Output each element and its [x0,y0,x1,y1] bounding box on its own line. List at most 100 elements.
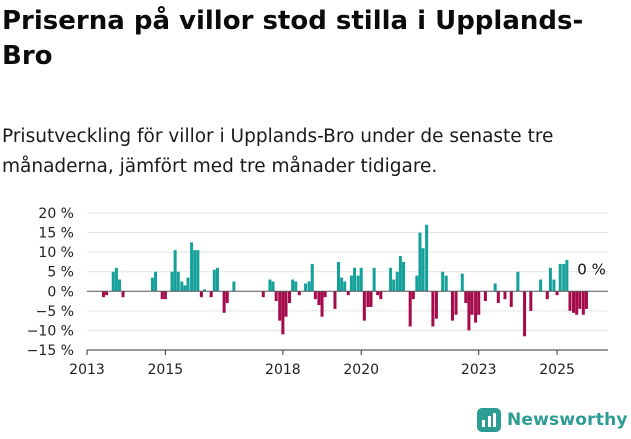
bar [154,271,158,292]
bar [395,271,399,292]
bar [121,291,125,298]
x-tick-label: 2025 [539,362,575,378]
bar [565,259,569,292]
bar [467,291,471,331]
bar [291,279,295,292]
grid-lines [87,212,608,351]
bar [372,267,376,292]
bar [196,250,200,292]
bar [421,248,425,292]
bar [199,291,203,298]
bar [552,279,556,292]
y-tick-label: 20 % [38,206,74,222]
bar [193,250,197,292]
bar [389,267,393,292]
bar [114,267,118,292]
chart-title: Priserna på villor stod stilla i Uppland… [2,6,584,71]
bar [483,291,487,302]
bar [333,291,337,309]
bar [376,291,380,296]
bar [183,285,187,292]
x-tick-label: 2018 [265,362,301,378]
bar [209,291,213,298]
bar [294,281,298,292]
bar [545,291,549,300]
bar [190,242,194,292]
bar [105,291,109,296]
bar [434,291,438,319]
bar [297,291,301,296]
bar [310,263,314,292]
bar [274,291,278,302]
bar [398,256,402,292]
bar [215,267,219,292]
bar [340,277,344,292]
bar [379,291,383,300]
bar [503,291,507,300]
bar [431,291,435,327]
y-tick-label: −10 % [27,323,74,339]
bar [548,267,552,292]
bar [261,291,265,298]
bar [150,277,154,292]
bar [464,291,468,304]
bar [578,291,582,309]
bar [562,263,566,292]
bar [441,271,445,292]
bar [163,291,167,300]
bar [232,281,236,292]
y-tick-label: 15 % [38,226,74,242]
bar [555,291,559,296]
y-tick-label: 10 % [38,245,74,261]
x-tick-label: 2015 [148,362,184,378]
bar [411,291,415,300]
latest-value-label: 0 % [577,260,606,278]
bar [450,291,454,321]
bar [575,291,579,315]
x-axis: 2013 2015 2018 2020 2023 2025 [69,290,608,378]
bars [101,224,588,337]
y-tick-label: −15 % [27,343,74,359]
bar [212,269,216,292]
bar [222,291,226,313]
x-tick-label: 2023 [461,362,497,378]
y-tick-label: 0 % [47,284,74,300]
bar [349,275,353,292]
brand-name: Newsworthy [507,410,628,430]
bar [320,291,324,317]
bar [362,291,366,321]
bar [523,291,527,337]
bar [572,291,576,313]
bar [356,275,360,292]
annotations: 0 % [577,260,606,278]
bar [343,281,347,292]
bar [281,291,285,335]
y-axis: −15 % −10 % −5 % 0 % 5 % 10 % 15 % 20 % [27,206,74,359]
bar [186,277,190,292]
bar [509,291,513,307]
bar [336,261,340,292]
newsworthy-logo[interactable]: Newsworthy [477,405,628,435]
bar [369,291,373,307]
bar [415,275,419,292]
bar [425,224,429,292]
bar [418,232,422,292]
bar [288,291,292,304]
bar [516,271,520,292]
bar [271,281,275,292]
bar [539,279,543,292]
bar [474,291,478,323]
bar [284,291,288,317]
bar [101,291,105,298]
bar [353,267,357,292]
bar [460,273,464,292]
bar [307,281,311,292]
x-tick-label: 2013 [69,362,105,378]
bar [176,271,180,292]
bar [268,279,272,292]
bar [317,291,321,305]
bar [581,291,585,315]
bar [180,281,184,292]
newsworthy-logo-icon [477,408,501,432]
bar [402,261,406,292]
